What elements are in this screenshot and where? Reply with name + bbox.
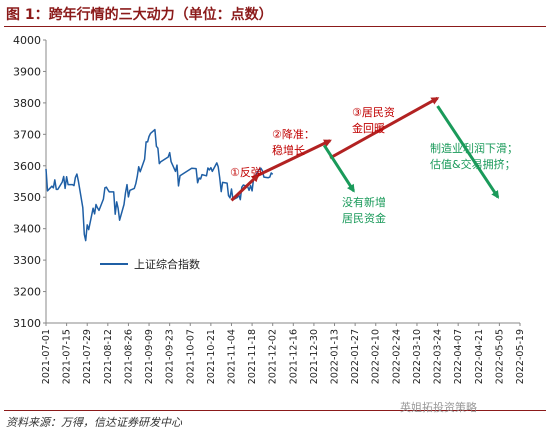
x-tick-label: 2021-12-02 — [268, 329, 279, 384]
trend-arrow-up — [329, 96, 440, 160]
x-tick-label: 2021-07-01 — [41, 329, 52, 384]
y-tick-label: 3200 — [13, 286, 41, 299]
trend-arrow-up — [257, 139, 332, 177]
title-divider — [4, 26, 546, 27]
x-tick-label: 2022-04-21 — [474, 329, 485, 384]
legend-label: 上证综合指数 — [134, 257, 200, 271]
trend-arrow-down — [436, 105, 500, 199]
trend-arrow-up — [230, 173, 260, 202]
chart-title: 图 1：跨年行情的三大动力（单位：点数） — [6, 7, 273, 23]
x-tick-label: 2021-09-23 — [165, 329, 176, 384]
x-tick-label: 2022-03-24 — [433, 329, 444, 384]
series-line-sse-composite — [45, 128, 274, 242]
x-tick-label: 2021-08-12 — [103, 329, 114, 384]
y-tick-label: 3600 — [13, 160, 41, 173]
annotation-label: 金回暖 — [352, 121, 385, 135]
x-tick-label: 2022-02-24 — [391, 329, 402, 384]
x-tick-label: 2021-07-15 — [62, 329, 73, 384]
y-tick-label: 3400 — [13, 223, 41, 236]
annotation-label: ③居民资 — [352, 106, 395, 119]
trend-arrow-down — [322, 144, 355, 193]
y-tick-label: 3800 — [13, 97, 41, 110]
x-tick-label: 2022-02-10 — [371, 329, 382, 384]
x-tick-label: 2021-11-04 — [226, 329, 237, 384]
x-tick-label: 2021-12-16 — [288, 329, 299, 384]
annotation-label: 稳增长 — [272, 143, 305, 157]
x-tick-label: 2022-04-07 — [453, 329, 464, 384]
y-tick-label: 3700 — [13, 128, 41, 141]
x-tick-label: 2021-09-09 — [144, 329, 155, 384]
y-tick-label: 3500 — [13, 191, 41, 204]
watermark-text: 英姐拓投资策略 — [400, 401, 477, 414]
x-tick-label: 2021-11-18 — [247, 329, 258, 384]
y-tick-label: 3900 — [13, 65, 41, 78]
y-tick-label: 3100 — [13, 317, 41, 330]
x-tick-label: 2022-05-05 — [494, 329, 505, 384]
x-tick-label: 2022-01-27 — [350, 329, 361, 384]
annotation-label: 制造业利润下滑； — [430, 141, 518, 155]
annotation-label: ②降准： — [272, 127, 315, 141]
source-note: 资料来源：万得，信达证券研发中心 — [6, 416, 182, 429]
y-tick-label: 4000 — [13, 34, 41, 47]
annotation-label: 居民资金 — [342, 211, 386, 225]
annotation-label: 没有新增 — [342, 195, 386, 209]
x-tick-label: 2022-01-13 — [330, 329, 341, 384]
x-tick-label: 2022-05-19 — [515, 329, 526, 384]
x-tick-label: 2021-12-30 — [309, 329, 320, 384]
y-tick-label: 3300 — [13, 254, 41, 267]
annotation-label: ①反弹 — [230, 165, 262, 179]
annotation-label: 估值&交易拥挤； — [430, 157, 516, 171]
x-tick-label: 2021-10-07 — [185, 329, 196, 384]
footer-divider — [4, 410, 546, 411]
x-tick-label: 2021-08-26 — [123, 329, 134, 384]
x-tick-label: 2021-10-21 — [206, 329, 217, 384]
x-tick-label: 2022-03-10 — [412, 329, 423, 384]
x-tick-label: 2021-07-29 — [82, 329, 93, 384]
